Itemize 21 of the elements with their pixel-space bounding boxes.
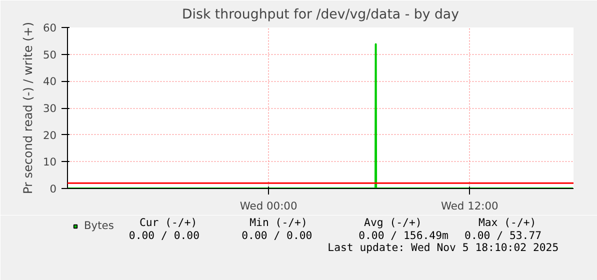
y-tick-label: 50 bbox=[42, 48, 57, 62]
text: 0.00 / 156.49m bbox=[358, 229, 448, 242]
y-tick-label: 40 bbox=[42, 75, 57, 88]
chart-title: Disk throughput for /dev/vg/data - by day bbox=[182, 8, 460, 22]
text: 0.00 / 0.00 bbox=[242, 229, 312, 242]
y-tick-label: 60 bbox=[42, 22, 57, 34]
y-tick-label: 20 bbox=[42, 128, 57, 142]
text: Max (-/+) bbox=[478, 216, 536, 229]
y-tick-label: 30 bbox=[42, 102, 57, 115]
y-tick-label: 10 bbox=[42, 156, 57, 169]
text: 0.00 / 0.00 bbox=[128, 229, 200, 242]
text: Min (-/+) bbox=[250, 216, 308, 229]
legend-label: Bytes bbox=[84, 219, 114, 232]
text: Last update: Wed Nov 5 18:10:02 2025 bbox=[328, 241, 559, 254]
text: Avg (-/+) bbox=[364, 216, 422, 229]
x-tick-label: Wed 12:00 bbox=[440, 200, 499, 212]
x-tick-label: Wed 00:00 bbox=[240, 200, 298, 212]
text: 0.00 / 53.77 bbox=[464, 229, 542, 242]
text: Cur (-/+) bbox=[139, 216, 198, 229]
y-axis-title: Pr second read (-) / write (+) bbox=[20, 22, 35, 194]
y-tick-label: 0 bbox=[50, 182, 57, 196]
